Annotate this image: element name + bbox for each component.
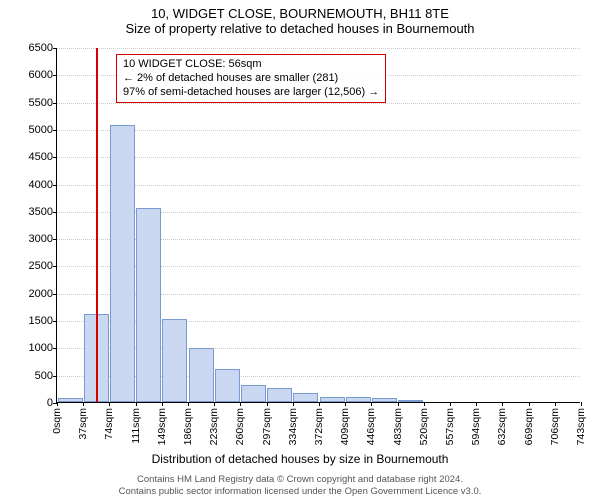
chart-title-sub: Size of property relative to detached ho… (0, 21, 600, 36)
annotation-box: 10 WIDGET CLOSE: 56sqm ← 2% of detached … (116, 54, 386, 103)
ytick-mark (53, 239, 57, 240)
histogram-bar (267, 388, 292, 402)
ytick-mark (53, 212, 57, 213)
xtick-mark (529, 402, 530, 406)
ytick-mark (53, 266, 57, 267)
ytick-label: 2500 (29, 260, 53, 272)
ytick-mark (53, 75, 57, 76)
xtick-mark (581, 402, 582, 406)
xtick-label: 111sqm (130, 408, 142, 444)
xtick-mark (424, 402, 425, 406)
histogram-bar (293, 393, 318, 402)
gridline (57, 130, 580, 131)
xtick-mark (319, 402, 320, 406)
x-axis-label: Distribution of detached houses by size … (0, 452, 600, 466)
gridline (57, 48, 580, 49)
annotation-line-1: 10 WIDGET CLOSE: 56sqm (123, 58, 379, 72)
xtick-label: 520sqm (418, 408, 430, 445)
histogram-bar (162, 319, 187, 402)
histogram-bar (241, 385, 266, 402)
gridline (57, 157, 580, 158)
xtick-label: 0sqm (51, 408, 63, 434)
xtick-label: 594sqm (470, 408, 482, 445)
xtick-mark (555, 402, 556, 406)
ytick-label: 5500 (29, 97, 53, 109)
ytick-mark (53, 130, 57, 131)
xtick-label: 483sqm (392, 408, 404, 445)
xtick-mark (136, 402, 137, 406)
ytick-mark (53, 103, 57, 104)
xtick-mark (476, 402, 477, 406)
histogram-bar (58, 398, 83, 402)
ytick-mark (53, 348, 57, 349)
property-marker-line (96, 48, 98, 402)
chart-title-main: 10, WIDGET CLOSE, BOURNEMOUTH, BH11 8TE (0, 0, 600, 21)
ytick-mark (53, 376, 57, 377)
xtick-mark (398, 402, 399, 406)
xtick-mark (188, 402, 189, 406)
xtick-mark (450, 402, 451, 406)
ytick-mark (53, 157, 57, 158)
ytick-label: 3000 (29, 233, 53, 245)
ytick-mark (53, 185, 57, 186)
histogram-bar (136, 208, 161, 402)
xtick-label: 149sqm (156, 408, 168, 445)
xtick-label: 409sqm (339, 408, 351, 445)
ytick-label: 1500 (29, 315, 53, 327)
ytick-label: 3500 (29, 206, 53, 218)
histogram-bar (398, 400, 423, 402)
xtick-label: 334sqm (287, 408, 299, 445)
histogram-bar (320, 397, 345, 402)
ytick-mark (53, 48, 57, 49)
xtick-label: 706sqm (549, 408, 561, 445)
xtick-label: 37sqm (77, 408, 89, 440)
xtick-label: 186sqm (182, 408, 194, 445)
xtick-label: 743sqm (575, 408, 587, 445)
xtick-mark (57, 402, 58, 406)
xtick-label: 446sqm (365, 408, 377, 445)
xtick-mark (267, 402, 268, 406)
footer-line-1: Contains HM Land Registry data © Crown c… (0, 474, 600, 485)
ytick-label: 4000 (29, 179, 53, 191)
xtick-mark (345, 402, 346, 406)
histogram-bar (372, 398, 397, 402)
chart-container: { "chart": { "type": "histogram", "title… (0, 0, 600, 500)
plot-area: 0500100015002000250030003500400045005000… (56, 48, 580, 403)
xtick-mark (371, 402, 372, 406)
xtick-mark (109, 402, 110, 406)
annotation-line-3: 97% of semi-detached houses are larger (… (123, 86, 379, 100)
ytick-label: 1000 (29, 342, 53, 354)
annotation-line-2: ← 2% of detached houses are smaller (281… (123, 72, 379, 86)
xtick-label: 223sqm (208, 408, 220, 445)
gridline (57, 185, 580, 186)
footer: Contains HM Land Registry data © Crown c… (0, 474, 600, 497)
xtick-label: 260sqm (234, 408, 246, 445)
ytick-label: 500 (35, 370, 53, 382)
ytick-label: 6500 (29, 42, 53, 54)
ytick-label: 5000 (29, 124, 53, 136)
ytick-mark (53, 321, 57, 322)
xtick-mark (214, 402, 215, 406)
footer-line-2: Contains public sector information licen… (0, 486, 600, 497)
xtick-label: 297sqm (261, 408, 273, 445)
xtick-label: 669sqm (523, 408, 535, 445)
histogram-bar (346, 397, 371, 402)
histogram-bar (189, 348, 214, 402)
ytick-mark (53, 294, 57, 295)
xtick-mark (83, 402, 84, 406)
xtick-label: 632sqm (496, 408, 508, 445)
histogram-bar (215, 369, 240, 402)
ytick-label: 6000 (29, 69, 53, 81)
xtick-label: 557sqm (444, 408, 456, 445)
xtick-label: 372sqm (313, 408, 325, 445)
histogram-bar (110, 125, 135, 402)
xtick-mark (502, 402, 503, 406)
xtick-mark (162, 402, 163, 406)
ytick-label: 4500 (29, 151, 53, 163)
xtick-mark (240, 402, 241, 406)
xtick-label: 74sqm (103, 408, 115, 440)
xtick-mark (293, 402, 294, 406)
ytick-label: 2000 (29, 288, 53, 300)
